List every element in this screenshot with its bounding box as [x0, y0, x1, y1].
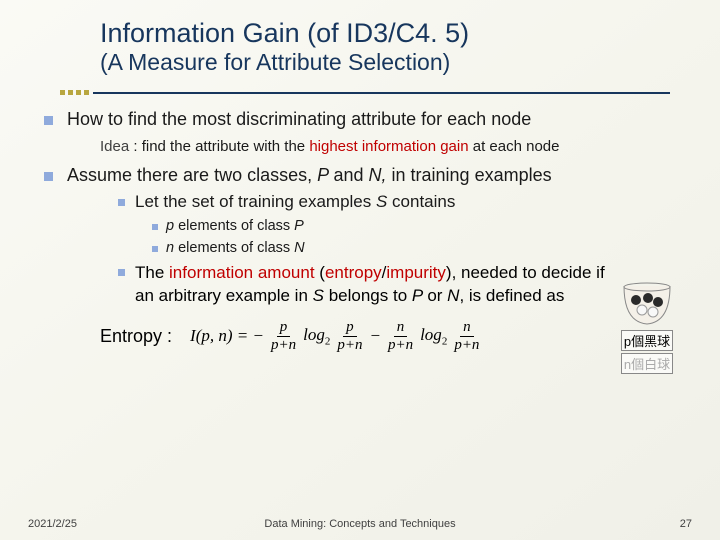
bullet-4: p elements of class P — [152, 218, 680, 234]
bullet-icon — [44, 172, 53, 181]
bullet-icon — [152, 246, 158, 252]
page-number: 27 — [680, 518, 692, 530]
slide-title: Information Gain (of ID3/C4. 5) — [100, 18, 680, 49]
entropy-row: Entropy : I(p, n) = − pp+n log2 pp+n − n… — [100, 320, 680, 353]
bullet-icon — [118, 269, 125, 276]
bullet-2: Assume there are two classes, P and N, i… — [44, 165, 680, 186]
bullet-icon — [152, 224, 158, 230]
subtitle-text: A Measure for Attribute Selection — [108, 49, 443, 75]
entropy-label: Entropy : — [100, 326, 172, 347]
bullet-5: n elements of class N — [152, 240, 680, 256]
bullet-icon — [44, 116, 53, 125]
idea-label: Idea — [100, 138, 129, 155]
idea-tail: at each node — [469, 138, 560, 155]
idea-red: highest information gain — [309, 138, 468, 155]
white-ball-label: n個白球 — [621, 353, 673, 374]
bullet-3: Let the set of training examples S conta… — [118, 192, 680, 212]
bullet-2-text: Assume there are two classes, P and N, i… — [67, 165, 552, 186]
info-amount-block: The information amount (entropy/impurity… — [76, 262, 680, 308]
footer-center: Data Mining: Concepts and Techniques — [264, 518, 455, 530]
bowl-icon — [618, 280, 676, 328]
paren-open: ( — [100, 49, 108, 75]
idea-line: Idea : find the attribute with the highe… — [100, 138, 680, 155]
slide-subtitle: (A Measure for Attribute Selection) — [100, 49, 680, 76]
bullet-3-text: Let the set of training examples S conta… — [135, 192, 455, 212]
bullet-4-text: p elements of class P — [166, 218, 304, 234]
footer: 2021/2/25 Data Mining: Concepts and Tech… — [0, 518, 720, 530]
bullet-icon — [118, 199, 125, 206]
idea-colon: : find the attribute with the — [129, 138, 309, 155]
entropy-formula: I(p, n) = − pp+n log2 pp+n − np+n log2 n… — [190, 320, 482, 353]
balls-illustration: p個黑球 n個白球 — [618, 280, 676, 374]
info-text: The information amount (entropy/impurity… — [135, 262, 605, 308]
black-ball-label: p個黑球 — [621, 330, 673, 351]
bullet-1-text: How to find the most discriminating attr… — [67, 109, 531, 130]
footer-date: 2021/2/25 — [28, 518, 77, 530]
bullet-5-text: n elements of class N — [166, 240, 305, 256]
bullet-1: How to find the most discriminating attr… — [44, 109, 680, 130]
paren-close: ) — [443, 49, 451, 75]
